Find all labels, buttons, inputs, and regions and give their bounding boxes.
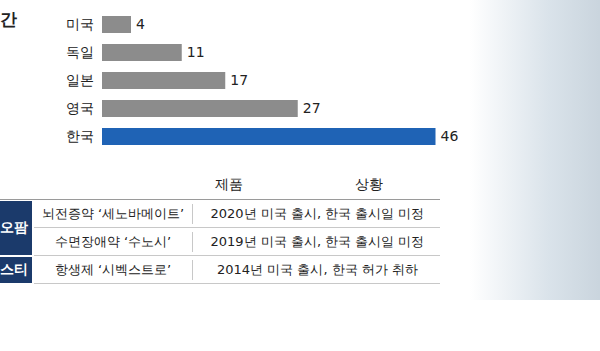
html-text:2019년 미국 출시, 한국 출시일 미정: 2019년 미국 출시, 한국 출시일 미정 [210, 234, 425, 249]
svg-text:미국: 미국 [66, 16, 94, 32]
html-text:항생제 ‘시벡스트로’: 항생제 ‘시벡스트로’ [54, 262, 172, 277]
html-text:오팜: 오팜 [0, 219, 28, 235]
html-text:상황: 상황 [355, 176, 383, 192]
svg-text:17: 17 [230, 72, 248, 88]
html-text:간: 간 [0, 9, 17, 29]
svg-text:일본: 일본 [66, 72, 94, 88]
svg-text:27: 27 [303, 100, 321, 116]
html-text:수면장애약 ‘수노시’: 수면장애약 ‘수노시’ [54, 234, 172, 249]
svg-text:11: 11 [187, 44, 205, 60]
svg-text:영국: 영국 [66, 100, 94, 116]
svg-text:46: 46 [441, 128, 459, 144]
html-text:2014년 미국 출시, 한국 허가 취하: 2014년 미국 출시, 한국 허가 취하 [217, 262, 418, 277]
html-text:2020년 미국 출시, 한국 출시일 미정: 2020년 미국 출시, 한국 출시일 미정 [210, 206, 425, 221]
html-text:스티: 스티 [0, 261, 28, 277]
svg-text:4: 4 [136, 16, 145, 32]
svg-text:한국: 한국 [66, 128, 94, 144]
html-text:제품: 제품 [215, 176, 243, 192]
html-text:뇌전증약 ‘세노바메이트’: 뇌전증약 ‘세노바메이트’ [41, 206, 185, 221]
svg-text:독일: 독일 [66, 44, 94, 60]
